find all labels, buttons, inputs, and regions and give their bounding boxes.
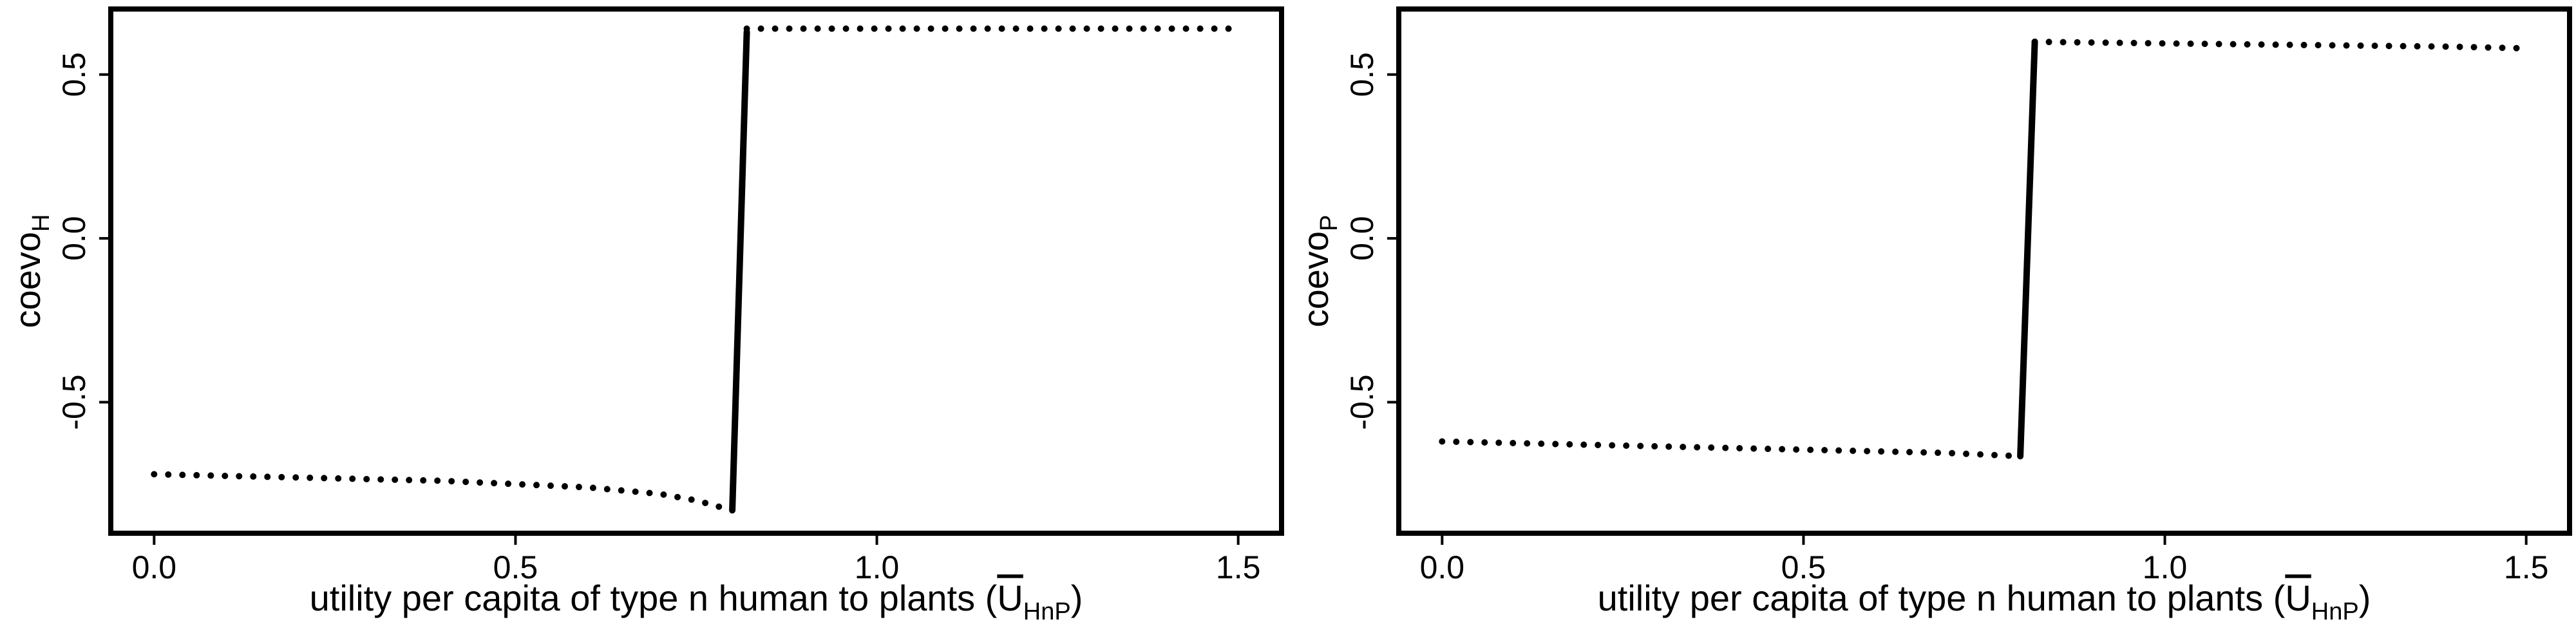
x-tick-label: 0.0 bbox=[132, 549, 177, 585]
x-tick-label: 0.5 bbox=[493, 549, 538, 585]
x-axis-label: utility per capita of type n human to pl… bbox=[310, 578, 1083, 625]
y-axis-label-subscript: P bbox=[1316, 215, 1343, 231]
y-axis-label: coevoH bbox=[7, 214, 55, 328]
y-tick-label: -0.5 bbox=[1344, 374, 1380, 430]
series-dotted-line bbox=[151, 471, 736, 514]
x-axis-label: utility per capita of type n human to pl… bbox=[1598, 578, 2371, 625]
y-axis-label: coevoP bbox=[1295, 215, 1343, 328]
y-tick-label: -0.5 bbox=[56, 374, 92, 430]
y-tick-label: 0.0 bbox=[1344, 216, 1380, 261]
x-tick-label: 1.0 bbox=[855, 549, 900, 585]
series-solid-jump bbox=[729, 28, 750, 514]
x-axis-label-subscript: HnP bbox=[2311, 598, 2359, 625]
x-axis-label-text: utility per capita of type n human to pl… bbox=[310, 578, 998, 618]
y-axis-label-text: coevo bbox=[7, 232, 48, 328]
y-axis-label-text: coevo bbox=[1295, 231, 1336, 327]
x-axis-label-close: ) bbox=[2359, 578, 2371, 618]
y-tick-label: 0.0 bbox=[56, 216, 92, 261]
x-axis-label-close: ) bbox=[1071, 578, 1083, 618]
x-axis-label-text: utility per capita of type n human to pl… bbox=[1598, 578, 2286, 618]
plot-frame bbox=[1396, 6, 2572, 536]
y-tick-label: 0.5 bbox=[1344, 52, 1380, 97]
plot-area bbox=[151, 25, 1242, 514]
series-solid-jump bbox=[2017, 38, 2038, 460]
x-tick-label: 0.0 bbox=[1420, 549, 1465, 585]
x-axis-label-symbol: U bbox=[997, 578, 1023, 618]
plot-frame bbox=[108, 6, 1284, 536]
x-axis-label-symbol: U bbox=[2285, 578, 2311, 618]
x-tick-label: 0.5 bbox=[1781, 549, 1826, 585]
x-tick-label: 1.0 bbox=[2143, 549, 2188, 585]
plot-area bbox=[1439, 38, 2530, 460]
x-tick-label: 1.5 bbox=[1216, 549, 1261, 585]
y-axis-label-subscript: H bbox=[28, 214, 55, 232]
series-dotted-line bbox=[1439, 438, 2024, 460]
y-tick-label: 0.5 bbox=[56, 52, 92, 97]
x-tick-label: 1.5 bbox=[2504, 549, 2549, 585]
x-axis-label-subscript: HnP bbox=[1023, 598, 1071, 625]
series-dotted-line bbox=[2031, 38, 2530, 52]
